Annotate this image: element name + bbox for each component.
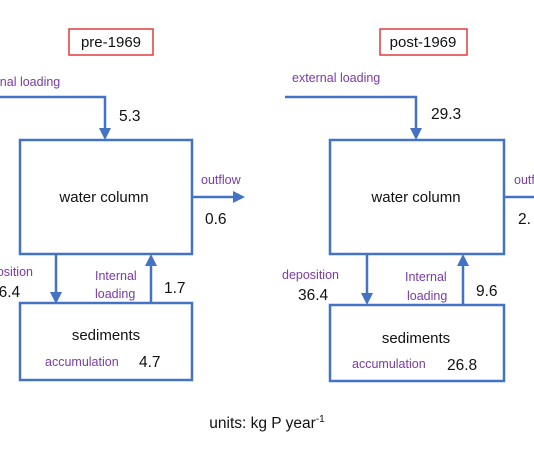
pre-external-loading-label: external loading [0, 75, 60, 89]
post-internal-loading-value: 9.6 [476, 283, 498, 300]
post-external-loading-label: external loading [292, 71, 380, 85]
pre-internal-loading-value: 1.7 [164, 280, 186, 297]
pre-water-column-box [18, 138, 194, 256]
pre-sediments-box [18, 301, 194, 382]
pre-water-column-label: water column [58, 189, 148, 206]
pre-internal-loading-label-2: loading [95, 287, 135, 301]
pre-internal-loading-arrowhead [145, 254, 157, 266]
units-prefix: units: kg P year [209, 415, 316, 432]
post-sediments-label: sediments [382, 330, 450, 347]
pre-deposition-value: 36.4 [0, 284, 21, 301]
post-outflow-value: 2. [518, 211, 531, 228]
post-title: post-1969 [390, 34, 457, 51]
post-external-loading-value: 29.3 [431, 106, 461, 123]
pre-1969-panel: pre-1969 external loading 5.3 water colu… [0, 28, 245, 382]
pre-deposition-label: deposition [0, 265, 33, 279]
post-internal-loading-label-2: loading [407, 289, 447, 303]
units-caption: units: kg P year-1 [209, 414, 325, 432]
post-outflow-label: outflow [514, 173, 534, 187]
post-external-loading-arrow [285, 95, 418, 128]
pre-accumulation-label: accumulation [45, 355, 119, 369]
post-external-loading-arrowhead [410, 128, 422, 140]
post-water-column-label: water column [370, 189, 460, 206]
post-internal-loading-label-1: Internal [405, 270, 447, 284]
post-accumulation-label: accumulation [352, 357, 426, 371]
post-deposition-value: 36.4 [298, 287, 329, 304]
pre-deposition-arrowhead [50, 292, 62, 304]
post-internal-loading-arrowhead [457, 254, 469, 266]
pre-outflow-value: 0.6 [205, 211, 227, 228]
pre-sediments-label: sediments [72, 327, 140, 344]
pre-title: pre-1969 [81, 34, 141, 51]
post-1969-panel: post-1969 external loading 29.3 water co… [282, 28, 534, 383]
post-deposition-label: deposition [282, 268, 339, 282]
pre-internal-loading-label-1: Internal [95, 269, 137, 283]
pre-external-loading-arrowhead [99, 128, 111, 140]
pre-outflow-arrowhead [233, 191, 245, 203]
units-superscript: -1 [316, 414, 325, 425]
post-title-box [379, 28, 468, 56]
post-water-column-box [328, 138, 506, 256]
post-sediments-box [328, 303, 506, 383]
pre-accumulation-value: 4.7 [139, 354, 161, 371]
pre-external-loading-arrow [0, 95, 107, 128]
post-deposition-arrowhead [361, 293, 373, 305]
pre-outflow-label: outflow [201, 173, 242, 187]
pre-title-box [68, 28, 154, 56]
pre-external-loading-value: 5.3 [119, 108, 141, 125]
post-accumulation-value: 26.8 [447, 357, 477, 374]
